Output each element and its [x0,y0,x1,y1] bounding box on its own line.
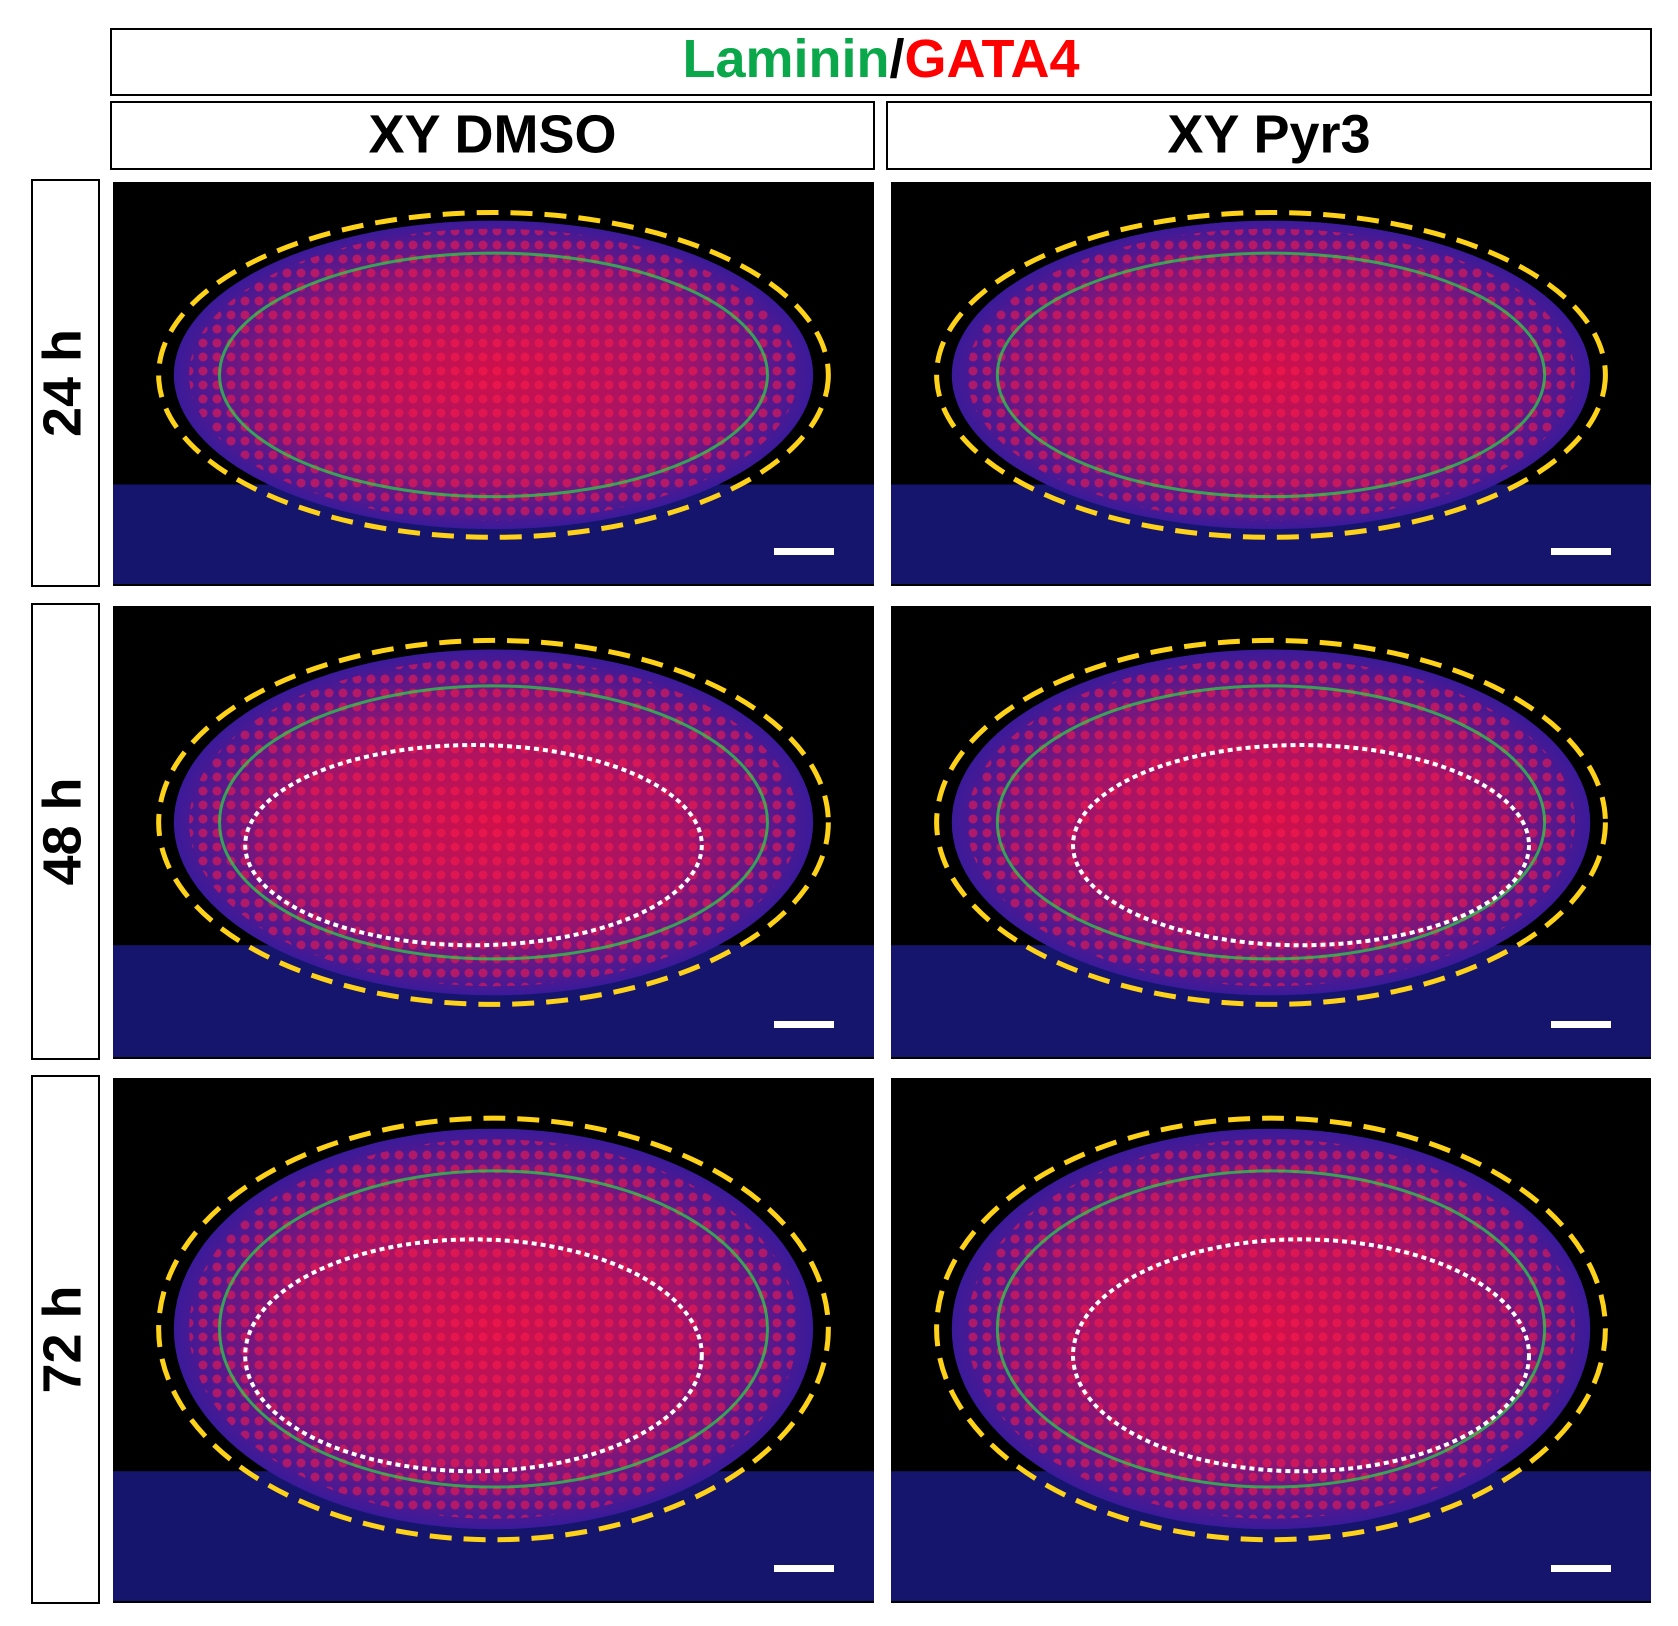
row-label: 24 h [32,329,92,437]
gonad-outline [156,209,831,540]
scale-bar [1551,1565,1611,1572]
title-laminin: Laminin [682,29,889,89]
micrograph [113,1078,874,1603]
row-label: 72 h [32,1285,92,1393]
gonad-outline [156,637,831,1007]
laminin-network [995,251,1547,499]
gata4-cells [967,658,1575,987]
cord-outline [1071,743,1531,948]
gonad-outline [156,1115,831,1543]
title-box [110,28,1652,96]
micrograph [113,606,874,1059]
row-label: 48 h [32,777,92,885]
laminin-network [995,1169,1547,1489]
gata4-cells [189,658,798,987]
cord-outline [243,1237,704,1474]
gata4-cells [189,1139,798,1519]
scale-bar [1551,1021,1611,1028]
column-header: XY DMSO [368,104,616,164]
column-header-box [886,101,1652,170]
scale-bar [774,1021,834,1028]
cord-outline [1071,1237,1531,1474]
figure-title: Laminin/GATA4 [682,29,1079,89]
gonad-outline [934,1115,1608,1543]
micrograph [891,606,1651,1059]
column-header-box [110,101,875,170]
scale-bar [774,548,834,555]
row-label-box [31,603,100,1060]
micrograph [113,182,874,586]
micrograph [891,182,1651,586]
title-gata4: GATA4 [905,29,1080,89]
laminin-network [218,1169,769,1489]
row-label-box [31,179,100,587]
panel-grid: XY DMSO XY Pyr3 24 h 48 h 72 h [31,101,1652,1604]
column-header: XY Pyr3 [1167,104,1370,164]
cord-outline [243,743,704,948]
laminin-network [218,251,769,499]
title-slash: / [890,29,905,89]
gonad-outline [934,209,1608,540]
scale-bar [774,1565,834,1572]
row-label-box [31,1075,100,1604]
laminin-network [995,684,1547,961]
gata4-cells [967,1139,1575,1519]
micrograph [891,1078,1651,1603]
gata4-cells [967,228,1575,522]
scale-bar [1551,548,1611,555]
laminin-network [218,684,769,961]
gata4-cells [189,228,798,522]
gonad-outline [934,637,1608,1007]
